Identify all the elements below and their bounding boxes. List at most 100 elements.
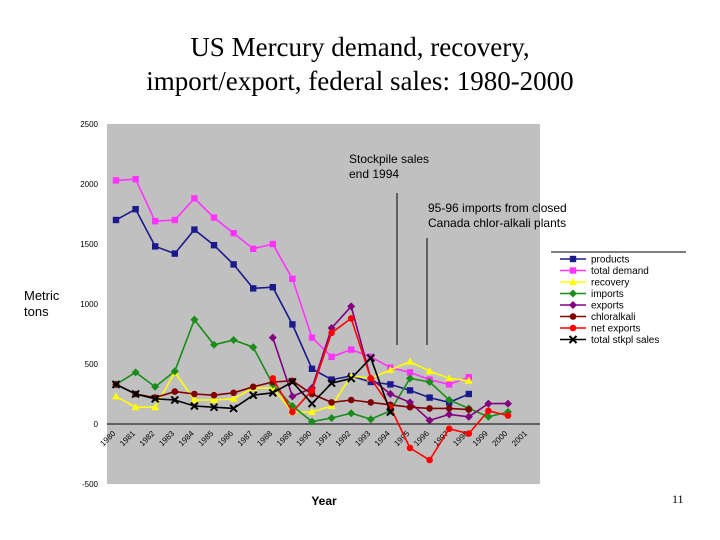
data-point-products xyxy=(387,381,394,388)
data-point-products xyxy=(112,216,120,224)
y-axis-label: Metric tons xyxy=(24,288,60,319)
data-point-products xyxy=(328,376,335,383)
data-point-chloralkali xyxy=(426,405,433,412)
legend-marker-chloralkali xyxy=(569,313,577,320)
y-tick-label: 0 xyxy=(94,420,99,429)
data-point-total-stkpl-sales xyxy=(366,353,376,363)
data-point-total-stkpl-sales xyxy=(327,378,336,388)
legend-label-products: products xyxy=(591,255,629,266)
data-point-total-stkpl-sales xyxy=(288,377,297,387)
data-point-products xyxy=(230,261,237,268)
data-point-chloralkali xyxy=(249,383,257,391)
data-point-net-exports xyxy=(504,412,512,419)
data-point-total-stkpl-sales xyxy=(386,407,395,417)
data-point-exports xyxy=(288,392,297,401)
data-point-net-exports xyxy=(445,425,453,433)
data-point-total-stkpl-sales xyxy=(131,389,140,399)
data-point-total-demand xyxy=(152,218,159,225)
data-point-exports xyxy=(484,399,493,408)
data-point-net-exports xyxy=(269,375,277,382)
data-point-total-stkpl-sales xyxy=(268,388,278,398)
data-point-imports xyxy=(210,340,218,349)
data-point-exports xyxy=(347,302,356,311)
data-point-recovery xyxy=(151,403,160,411)
data-point-total-stkpl-sales xyxy=(150,394,160,404)
data-point-net-exports xyxy=(347,315,355,322)
legend-marker-total-demand xyxy=(569,267,577,274)
data-point-imports xyxy=(308,417,316,426)
data-point-products xyxy=(152,243,159,250)
legend-marker-recovery xyxy=(569,278,577,285)
data-point-total-demand xyxy=(308,334,316,341)
data-point-total-stkpl-sales xyxy=(170,395,180,405)
data-point-imports xyxy=(366,415,375,424)
data-point-imports xyxy=(249,343,258,352)
legend-marker-net-exports xyxy=(569,324,577,332)
plot-area xyxy=(107,124,540,484)
data-point-total-stkpl-sales xyxy=(190,401,199,411)
data-point-recovery xyxy=(445,374,454,382)
data-point-chloralkali xyxy=(230,389,237,397)
data-point-recovery xyxy=(464,376,473,384)
data-point-total-demand xyxy=(210,214,218,221)
legend-marker-imports xyxy=(569,289,577,298)
data-point-total-demand xyxy=(328,353,335,360)
data-point-imports xyxy=(131,368,140,377)
data-point-recovery xyxy=(229,394,238,402)
legend-marker-products xyxy=(569,255,577,263)
data-point-recovery xyxy=(190,396,199,403)
data-point-imports xyxy=(347,409,356,418)
data-point-exports xyxy=(445,410,454,419)
data-point-total-demand xyxy=(250,245,257,252)
data-point-products xyxy=(289,321,296,328)
y-tick-label: 2000 xyxy=(80,180,98,189)
data-point-total-demand xyxy=(406,369,414,376)
data-point-imports xyxy=(170,367,179,376)
data-point-chloralkali xyxy=(406,403,414,411)
legend-marker-total-stkpl-sales xyxy=(568,335,578,344)
data-point-total-stkpl-sales xyxy=(248,390,258,400)
data-point-imports xyxy=(425,378,434,386)
y-tick-label: 1000 xyxy=(80,300,98,309)
data-point-total-stkpl-sales xyxy=(209,402,219,412)
slide-title: US Mercury demand, recovery, import/expo… xyxy=(0,30,720,98)
data-point-exports xyxy=(464,412,473,421)
data-point-imports xyxy=(406,374,414,383)
data-point-exports xyxy=(425,416,434,425)
annotation-stockpile: Stockpile sales end 1994 xyxy=(349,152,429,181)
data-point-chloralkali xyxy=(191,390,198,398)
annotation-canada-imports: 95-96 imports from closed Canada chlor-al… xyxy=(428,201,567,230)
data-point-exports xyxy=(406,398,414,407)
data-point-chloralkali xyxy=(445,405,453,412)
legend-label-total-stkpl-sales: total stkpl sales xyxy=(591,335,659,346)
data-point-total-demand xyxy=(230,230,237,237)
data-point-chloralkali xyxy=(210,391,218,399)
data-point-net-exports xyxy=(289,408,296,416)
data-point-recovery xyxy=(425,367,434,375)
y-tick-label: -500 xyxy=(82,480,99,489)
data-point-chloralkali xyxy=(171,388,179,395)
data-point-products xyxy=(132,206,139,213)
data-point-recovery xyxy=(210,396,218,403)
x-axis-label: Year xyxy=(311,494,337,508)
data-point-chloralkali xyxy=(328,399,335,406)
y-tick-label: 1500 xyxy=(80,240,98,249)
data-point-net-exports xyxy=(426,456,433,464)
legend-label-recovery: recovery xyxy=(591,278,629,289)
data-point-net-exports xyxy=(328,329,335,337)
data-point-net-exports xyxy=(485,407,492,415)
data-point-products xyxy=(308,365,316,372)
y-tick-label: 500 xyxy=(85,360,99,369)
data-point-total-stkpl-sales xyxy=(307,399,317,408)
data-point-total-stkpl-sales xyxy=(346,374,356,383)
data-point-total-demand xyxy=(132,176,139,183)
data-point-products xyxy=(250,285,257,292)
data-point-chloralkali xyxy=(465,406,473,413)
data-point-products xyxy=(269,284,276,291)
data-point-total-demand xyxy=(112,177,120,184)
data-point-imports xyxy=(327,414,336,422)
legend-label-chloralkali: chloralkali xyxy=(591,312,635,323)
data-point-products xyxy=(171,250,178,257)
data-point-total-demand xyxy=(191,195,198,202)
